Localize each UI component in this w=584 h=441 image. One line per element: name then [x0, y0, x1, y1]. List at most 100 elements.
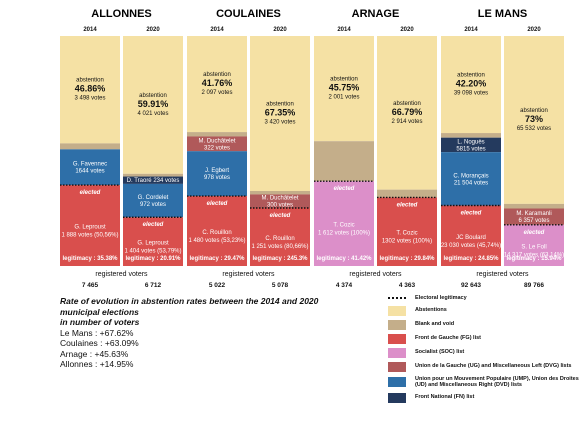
abstention-votes: 65 532 votes [517, 126, 551, 132]
candidate-label: M. Duchâtelet [261, 196, 298, 202]
candidate-label: J. Egbert [205, 168, 229, 174]
candidate-votes: 1302 votes (100%) [382, 239, 432, 245]
city-title: ALLONNES [91, 8, 152, 20]
registered-value: 4 374 [336, 282, 353, 289]
candidate-votes: 1 404 votes (53,79%) [124, 249, 181, 255]
abstention-votes: 2 914 votes [391, 119, 422, 125]
candidate-name: T. Cozic [396, 231, 417, 237]
year-label: 2014 [83, 27, 97, 33]
abstention-votes: 2 097 votes [201, 90, 232, 96]
abstention-pct: 42.20% [456, 79, 487, 89]
candidate-label: L. Noguès [457, 139, 484, 145]
legend-swatch-fn [388, 392, 406, 403]
bar-segment-abstention [123, 36, 183, 174]
candidate-label: G. Favennec [73, 162, 107, 168]
abstention-label: abstention [76, 78, 104, 84]
bar-segment-blank [314, 141, 374, 182]
evolution-item: Allonnes : +14.95% [60, 359, 134, 369]
legitimacy-label: legitimacy : 29.47% [189, 256, 245, 262]
registered-value: 7 465 [82, 282, 99, 289]
candidate-votes: 1 251 votes (80,66%) [251, 244, 308, 250]
candidate-name: G. Leproust [137, 241, 169, 247]
abstention-pct: 46.86% [75, 84, 106, 94]
bar-segment-ump [441, 152, 501, 206]
legend-label: Socialist (SOC) list [415, 349, 465, 356]
registered-label: registered voters [349, 271, 402, 278]
year-label: 2014 [464, 27, 478, 33]
evolution-item: Coulaines : +63.09% [60, 338, 139, 348]
candidate-label: C. Morançais [453, 173, 488, 179]
year-label: 2014 [210, 27, 224, 33]
candidate-votes: 1 480 votes (53,23%) [188, 238, 245, 244]
bar-segment-abstention [314, 36, 374, 142]
candidate-name: C. Rouillon [265, 236, 294, 242]
abstention-votes: 3 420 votes [264, 119, 295, 125]
bar-segment-ug [187, 136, 247, 152]
bar-segment-soc [504, 224, 564, 266]
year-label: 2020 [273, 27, 287, 33]
legend-label: Union de la Gauche (UG) and Miscellaneou… [415, 363, 572, 370]
legend: Electoral legitimacy Abstentions Blank and… [388, 295, 584, 407]
legend-line-swatch [388, 297, 406, 300]
legend-swatch-fg [388, 333, 406, 344]
bar-segment-fg [60, 185, 120, 266]
elected-label: elected [334, 186, 355, 192]
year-label: 2020 [146, 27, 160, 33]
registered-label: registered voters [476, 271, 529, 278]
abstention-pct: 66.79% [392, 107, 423, 117]
legend-label: Abstentions [415, 307, 447, 314]
elected-label: elected [524, 230, 545, 236]
abstention-pct: 73% [525, 114, 543, 124]
evolution-title-1: Rate of evolution in abstention rates be… [60, 296, 319, 317]
bar-segment-fg [187, 196, 247, 266]
bar-segment-abstention [377, 36, 437, 190]
abstention-label: abstention [203, 72, 231, 78]
candidate-label: M. Karamanli [516, 211, 551, 217]
registered-value: 92 643 [461, 282, 481, 289]
candidate-name: C. Rouillon [202, 230, 231, 236]
evolution-title-2: in number of voters [60, 317, 140, 327]
candidate-label: 978 votes [204, 175, 230, 181]
bar-segment-fg [250, 208, 310, 266]
abstention-label: abstention [330, 77, 358, 83]
elected-label: elected [270, 213, 291, 219]
candidate-label: G. Cordelet [138, 195, 169, 201]
bar-segment-abstention [250, 36, 310, 191]
candidate-label: D. Traoré 234 votes [127, 178, 180, 184]
bar-segment-blank [60, 143, 120, 150]
elected-label: elected [143, 222, 164, 228]
candidate-label: 6 357 votes [518, 218, 549, 224]
bar-segment-fg [441, 205, 501, 266]
candidate-votes: 1 888 votes (50,56%) [61, 233, 118, 239]
abstention-label: abstention [393, 101, 421, 107]
bar-segment-ug [504, 208, 564, 225]
candidate-name: S. Le Foll [521, 244, 546, 250]
legend-item: Front de Gauche (FG) list [388, 333, 584, 344]
bar-segment-ump [187, 151, 247, 197]
bar-segment-abstention [60, 36, 120, 144]
evolution-note: Rate of evolution in abstention rates be… [60, 296, 360, 370]
legitimacy-label: legitimacy : 35.38% [62, 256, 118, 262]
year-label: 2020 [400, 27, 414, 33]
legitimacy-label: legitimacy : 29.84% [379, 256, 435, 262]
bar-segment-fn [441, 137, 501, 153]
candidate-votes: 1 612 votes (100%) [318, 231, 370, 237]
bar-segment-blank [250, 190, 310, 195]
bar-segment-fn [123, 176, 183, 184]
registered-value: 5 078 [272, 282, 289, 289]
elected-label: elected [461, 211, 482, 217]
bar-segment-blank [504, 203, 564, 209]
bar-segment-soc [314, 181, 374, 266]
candidate-label: 1644 votes [75, 169, 104, 175]
candidate-name: G. Leproust [74, 225, 106, 231]
legitimacy-label: legitimacy : 245.3% [252, 256, 308, 262]
legend-item: Union pour un Mouvement Populaire (UMP),… [388, 376, 584, 389]
abstention-pct: 59.91% [138, 99, 169, 109]
abstention-pct: 41.76% [202, 78, 233, 88]
legend-swatch-soc [388, 347, 406, 358]
bar-segment-blank [441, 133, 501, 138]
legend-label: Union pour un Mouvement Populaire (UMP),… [415, 375, 579, 389]
bar-segment-abstention [187, 36, 247, 133]
bar-segment-abstention [441, 36, 501, 134]
